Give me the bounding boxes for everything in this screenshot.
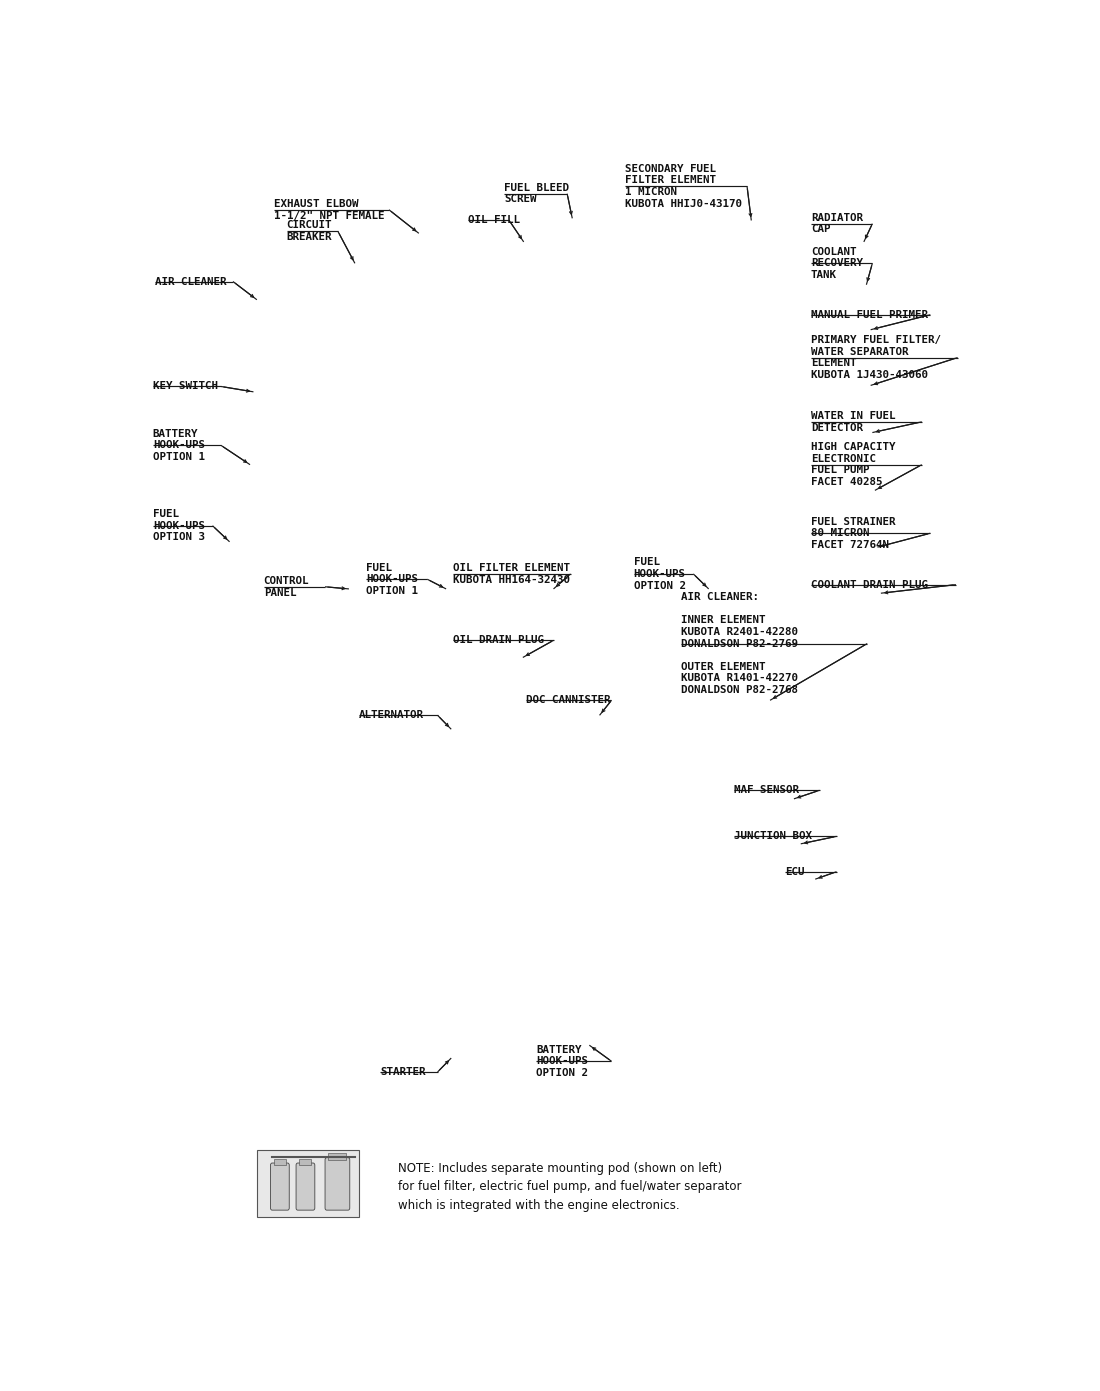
Text: ALTERNATOR: ALTERNATOR	[359, 711, 425, 721]
Text: AIR CLEANER: AIR CLEANER	[154, 277, 227, 287]
Text: EXHAUST ELBOW
1-1/2" NPT FEMALE: EXHAUST ELBOW 1-1/2" NPT FEMALE	[274, 199, 384, 221]
Text: OIL FILL: OIL FILL	[469, 216, 520, 225]
Text: FUEL
HOOK-UPS
OPTION 1: FUEL HOOK-UPS OPTION 1	[366, 563, 418, 595]
Text: BATTERY
HOOK-UPS
OPTION 2: BATTERY HOOK-UPS OPTION 2	[537, 1045, 588, 1078]
Text: RADIATOR
CAP: RADIATOR CAP	[811, 213, 864, 235]
Text: MAF SENSOR: MAF SENSOR	[735, 786, 800, 796]
Text: OIL DRAIN PLUG: OIL DRAIN PLUG	[453, 636, 543, 645]
Text: KEY SWITCH: KEY SWITCH	[153, 381, 218, 391]
Text: OIL FILTER ELEMENT
KUBOTA HH164-32430: OIL FILTER ELEMENT KUBOTA HH164-32430	[453, 563, 570, 584]
Text: CIRCUIT
BREAKER: CIRCUIT BREAKER	[287, 220, 332, 242]
Text: COOLANT DRAIN PLUG: COOLANT DRAIN PLUG	[811, 580, 928, 590]
Text: FUEL BLEED
SCREW: FUEL BLEED SCREW	[504, 182, 569, 204]
Text: BATTERY
HOOK-UPS
OPTION 1: BATTERY HOOK-UPS OPTION 1	[153, 428, 205, 462]
FancyBboxPatch shape	[296, 1163, 315, 1210]
Bar	[172, 210, 956, 847]
Text: SECONDARY FUEL
FILTER ELEMENT
1 MICRON
KUBOTA HHIJ0-43170: SECONDARY FUEL FILTER ELEMENT 1 MICRON K…	[625, 164, 742, 209]
Text: ECU: ECU	[785, 867, 805, 876]
Bar	[172, 862, 922, 1136]
Text: PRIMARY FUEL FILTER/
WATER SEPARATOR
ELEMENT
KUBOTA 1J430-43060: PRIMARY FUEL FILTER/ WATER SEPARATOR ELE…	[811, 335, 940, 380]
Text: FUEL
HOOK-UPS
OPTION 3: FUEL HOOK-UPS OPTION 3	[153, 509, 205, 542]
Bar	[257, 1150, 359, 1217]
Text: JUNCTION BOX: JUNCTION BOX	[735, 832, 812, 842]
Text: AIR CLEANER:

INNER ELEMENT
KUBOTA R2401-42280
DONALDSON P82-2769

OUTER ELEMENT: AIR CLEANER: INNER ELEMENT KUBOTA R2401-…	[681, 593, 799, 696]
Text: HIGH CAPACITY
ELECTRONIC
FUEL PUMP
FACET 40285: HIGH CAPACITY ELECTRONIC FUEL PUMP FACET…	[811, 442, 895, 487]
Text: NOTE: Includes separate mounting pod (shown on left)
for fuel filter, electric f: NOTE: Includes separate mounting pod (sh…	[397, 1161, 741, 1212]
Bar	[299, 1159, 311, 1166]
Bar	[329, 1153, 346, 1160]
Text: CONTROL
PANEL: CONTROL PANEL	[264, 576, 309, 598]
Text: COOLANT
RECOVERY
TANK: COOLANT RECOVERY TANK	[811, 246, 864, 280]
Text: DOC CANNISTER: DOC CANNISTER	[526, 696, 610, 705]
Text: WATER IN FUEL
DETECTOR: WATER IN FUEL DETECTOR	[811, 410, 895, 433]
Bar	[274, 1159, 286, 1166]
FancyBboxPatch shape	[271, 1163, 289, 1210]
Text: STARTER: STARTER	[381, 1067, 426, 1077]
FancyBboxPatch shape	[326, 1157, 350, 1210]
Text: FUEL
HOOK-UPS
OPTION 2: FUEL HOOK-UPS OPTION 2	[634, 558, 685, 591]
Text: MANUAL FUEL PRIMER: MANUAL FUEL PRIMER	[811, 310, 928, 320]
Text: FUEL STRAINER
80 MICRON
FACET 72764N: FUEL STRAINER 80 MICRON FACET 72764N	[811, 516, 895, 549]
